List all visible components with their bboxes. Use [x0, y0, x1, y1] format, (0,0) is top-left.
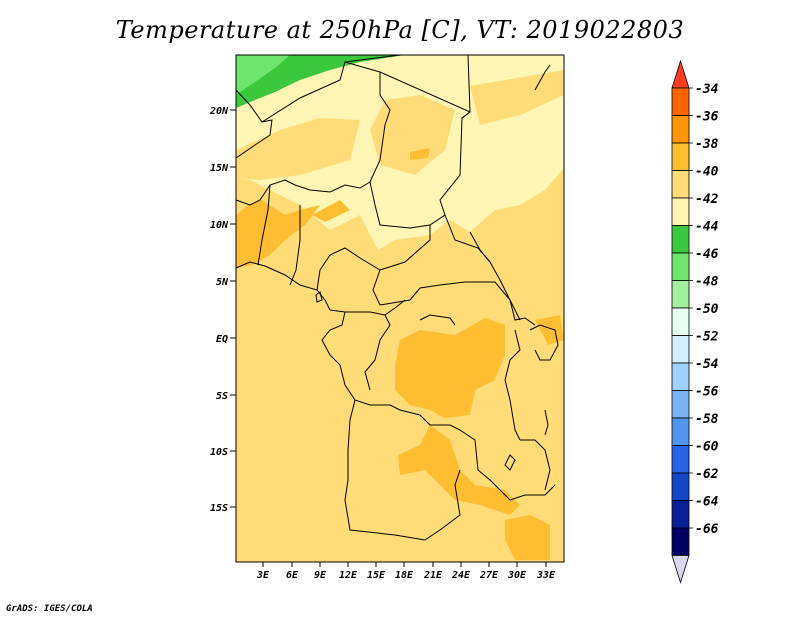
colorbar-segment [671, 170, 690, 199]
warm-patch-niger [236, 118, 360, 180]
colorbar-label: -66 [695, 522, 719, 537]
lon-label: 6E [286, 570, 299, 581]
colorbar-segment [671, 115, 690, 144]
lat-label: 5S [216, 391, 228, 402]
colorbar-segment [671, 417, 690, 446]
colorbar-label: -56 [695, 385, 719, 400]
map-frame [235, 54, 565, 563]
lat-label: 20N [209, 106, 229, 117]
colorbar-segment [671, 142, 690, 171]
lon-label: 24E [451, 570, 471, 581]
lat-label: 15S [210, 503, 228, 514]
colorbar-label: -46 [695, 247, 719, 262]
colorbar-segment [671, 500, 690, 529]
lon-ticks [262, 562, 547, 567]
colorbar-label: -62 [695, 467, 719, 482]
warm-patch-small-1 [312, 200, 350, 222]
lon-label: 27E [479, 570, 499, 581]
lat-label: 10N [210, 220, 229, 231]
colorbar-label: -64 [695, 495, 719, 510]
lon-label: 21E [423, 570, 443, 581]
warm-patch-south [505, 515, 550, 560]
colorbar-label: -36 [695, 110, 719, 125]
colorbar-segment [671, 307, 690, 336]
colorbar-segment [671, 390, 690, 419]
warm-patch-small-2 [410, 148, 430, 160]
colorbar-top-arrow [671, 59, 690, 89]
lat-ticks [230, 109, 236, 508]
colorbar-label: -34 [695, 82, 719, 97]
warm-patch-west-africa [236, 200, 320, 268]
lat-label: EQ [216, 334, 228, 345]
colorbar-label: -50 [695, 302, 719, 317]
lon-label: 12E [339, 570, 358, 581]
warm-patch-zambia [398, 425, 520, 515]
colorbar-label: -58 [695, 412, 719, 427]
warm-patch-chad [370, 95, 455, 175]
warm-patch-congo [395, 318, 505, 418]
colorbar-label: -52 [695, 330, 719, 345]
colorbar-segment [671, 472, 690, 501]
colorbar-segment [671, 280, 690, 309]
colorbar-segment [671, 527, 690, 556]
colorbar: -34 -36 -38 -40 -42 -44 -46 -48 -50 -52 -54 -56 -58 -… [671, 59, 719, 584]
colorbar-segment [671, 445, 690, 474]
colorbar-label: -38 [695, 137, 719, 152]
colorbar-segment [671, 225, 690, 254]
cold-region-lightgreen [236, 55, 290, 95]
lon-label: 15E [367, 570, 386, 581]
lat-label: 10S [210, 447, 228, 458]
country-borders [235, 54, 559, 541]
warm-patch-ne [470, 70, 564, 125]
colorbar-bottom-arrow [671, 555, 690, 584]
colorbar-segment [671, 335, 690, 364]
lat-label: 5N [216, 277, 229, 288]
colorbar-label: -48 [695, 275, 719, 290]
colorbar-segment [671, 252, 690, 281]
colorbar-label: -40 [695, 165, 719, 180]
cold-region-green [236, 55, 405, 108]
colorbar-segment [671, 362, 690, 391]
colorbar-segment [671, 87, 690, 116]
lat-label: 15N [210, 163, 229, 174]
lon-label: 3E [256, 570, 270, 581]
colorbar-label: -42 [695, 192, 719, 207]
colorbar-label: -54 [695, 357, 719, 372]
lon-label: 30E [507, 570, 527, 581]
colorbar-label: -60 [695, 440, 719, 455]
colorbar-label: -44 [695, 220, 719, 235]
lon-label: 18E [395, 570, 414, 581]
credit-text: GrADS: IGES/COLA [6, 604, 93, 614]
lon-label: 33E [536, 570, 556, 581]
map-title: Temperature at 250hPa [C], VT: 201902280… [115, 16, 685, 44]
lon-label: 9E [314, 570, 327, 581]
colorbar-segment [671, 197, 690, 226]
